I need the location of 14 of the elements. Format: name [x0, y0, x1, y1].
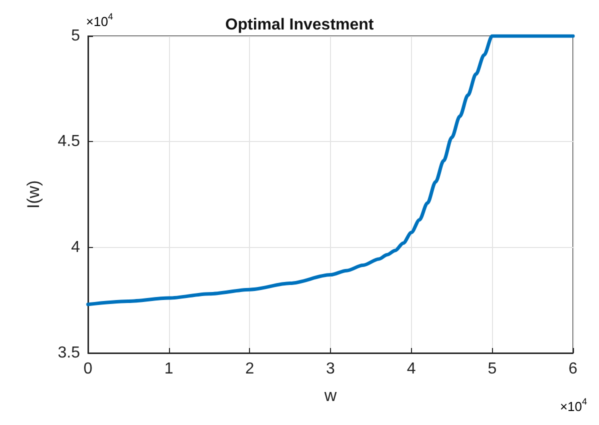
x-tick-label: 0	[84, 360, 93, 378]
y-tick-label: 3.5	[58, 344, 80, 362]
x-tick-label: 3	[326, 360, 336, 378]
x-axis-title: w	[323, 386, 338, 405]
x-tick-label: 2	[245, 360, 254, 378]
y-axis-title: I(w)	[24, 180, 43, 209]
x-tick-label: 5	[488, 360, 497, 378]
chart-title: Optimal Investment	[225, 16, 374, 34]
x-tick-label: 6	[568, 360, 578, 378]
y-tick-label: 4.5	[58, 133, 80, 150]
y-tick-label: 4	[71, 238, 80, 256]
x-tick-label: 4	[406, 360, 416, 378]
y-tick-label: 5	[71, 28, 80, 44]
x-tick-label: 1	[164, 360, 174, 378]
